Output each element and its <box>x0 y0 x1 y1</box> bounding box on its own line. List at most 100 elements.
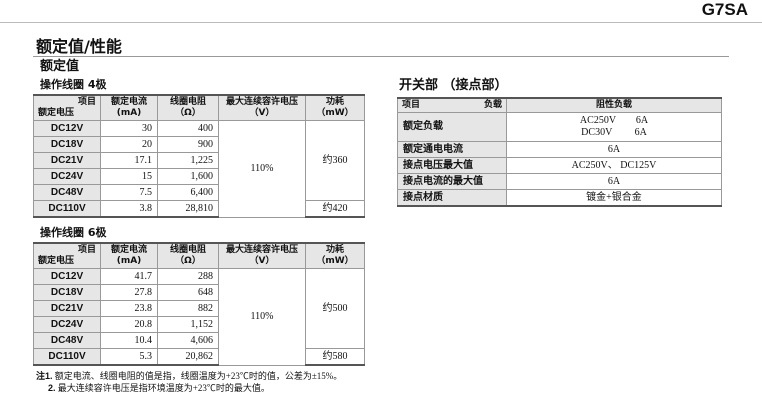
header-unit: （V） <box>249 108 275 118</box>
header-max-voltage: 最大连续容许电压 <box>225 97 298 107</box>
power-consumption: 约500 <box>305 268 365 349</box>
coil-resistance: 288 <box>157 268 219 285</box>
cell: AC250V 6A <box>579 115 649 126</box>
notes: 注1. 额定电流、线圈电阻的值是指，线圈温度为+23℃时的值，公差为±15%。 … <box>33 370 365 394</box>
rated-voltage: DC21V <box>33 152 101 169</box>
table-row: DC110V 3.8 28,810 约420 <box>33 200 365 218</box>
table-row: 接点电流的最大值 6A <box>397 173 722 190</box>
header-unit: （Ω） <box>175 108 201 118</box>
rated-voltage: DC110V <box>33 200 101 218</box>
header-unit: （Ω） <box>175 256 201 266</box>
header-resistive: 阻性负载 <box>506 97 722 113</box>
coil-resistance: 4,606 <box>157 332 219 349</box>
switch-table: 项目 负载 阻性负载 额定负载 AC250V 6A DC30V 6A 额定通电电流 6A … <box>397 97 722 207</box>
max-voltage: 110% <box>218 120 306 218</box>
coil-resistance: 400 <box>157 120 219 137</box>
rated-voltage: DC48V <box>33 332 101 349</box>
note-number: 注1. <box>36 371 53 381</box>
header-rated-voltage: 额定电压 <box>38 256 75 266</box>
rated-current: 17.1 <box>100 152 158 169</box>
coil-resistance: 20,862 <box>157 348 219 366</box>
power-consumption: 约360 <box>305 120 365 201</box>
note-number: 2. <box>48 383 56 393</box>
coil4-table: 项目 额定电压 额定电流 (mA) 线圈电阻 （Ω） 最大连续容许电压 （V） 功耗 （mW） DC… <box>33 94 365 218</box>
rated-voltage: DC12V <box>33 120 101 137</box>
table-row: 接点材质 镀金+银合金 <box>397 189 722 207</box>
row-label: 接点电流的最大值 <box>397 173 507 190</box>
table-row: DC21V 23.8 882 <box>33 300 365 317</box>
cell: 6A <box>506 141 722 158</box>
header-load: 负载 <box>483 100 502 110</box>
rated-current: 5.3 <box>100 348 158 366</box>
header-power: 功耗 <box>325 97 344 107</box>
table-row: DC48V 7.5 6,400 <box>33 184 365 201</box>
coil-resistance: 900 <box>157 136 219 153</box>
table-row: DC18V 27.8 648 <box>33 284 365 301</box>
section-title: 额定值 <box>40 59 80 74</box>
note-text: 额定电流、线圈电阻的值是指，线圈温度为+23℃时的值，公差为±15%。 <box>54 371 343 381</box>
row-label: 接点材质 <box>397 189 507 207</box>
rated-voltage: DC110V <box>33 348 101 366</box>
cell: 6A <box>506 173 722 190</box>
model-name: G7SA <box>701 0 748 19</box>
cell: DC30V 6A <box>581 127 647 138</box>
power-consumption: 约420 <box>305 200 365 218</box>
rated-current: 7.5 <box>100 184 158 201</box>
coil-resistance: 6,400 <box>157 184 219 201</box>
rated-current: 30 <box>100 120 158 137</box>
header-current: 额定电流 <box>110 97 147 107</box>
cell: 镀金+银合金 <box>506 189 722 207</box>
rated-current: 41.7 <box>100 268 158 285</box>
table-row: DC18V 20 900 <box>33 136 365 153</box>
rated-voltage: DC12V <box>33 268 101 285</box>
rated-current: 27.8 <box>100 284 158 301</box>
header-power: 功耗 <box>325 245 344 255</box>
coil-resistance: 882 <box>157 300 219 317</box>
switch-title: 开关部 （接点部） <box>399 78 508 93</box>
header-unit: （mW） <box>316 108 354 118</box>
table-row: DC12V 41.7 288 110% 约500 <box>33 268 365 366</box>
coil6-title: 操作线圈 6极 <box>40 226 107 239</box>
divider <box>0 22 762 23</box>
rated-current: 23.8 <box>100 300 158 317</box>
rated-current: 15 <box>100 168 158 185</box>
rated-voltage: DC24V <box>33 168 101 185</box>
power-consumption: 约580 <box>305 348 365 366</box>
header-unit: (mA) <box>116 256 142 266</box>
rated-current: 20.8 <box>100 316 158 333</box>
header-item: 项目 <box>402 100 421 110</box>
row-label: 额定负载 <box>397 112 507 142</box>
header-max-voltage: 最大连续容许电压 <box>225 245 298 255</box>
header-resistance: 线圈电阻 <box>169 245 206 255</box>
coil-resistance: 1,600 <box>157 168 219 185</box>
coil-ratings-column: 额定值 操作线圈 4极 项目 额定电压 额定电流 (mA) 线圈电阻 （Ω） 最大连续容许电… <box>33 59 365 394</box>
rated-current: 20 <box>100 136 158 153</box>
header-unit: (mA) <box>116 108 142 118</box>
header-unit: （mW） <box>316 256 354 266</box>
note-2: 2. 最大连续容许电压是指环境温度为+23℃时的最大值。 <box>36 382 365 394</box>
page-title: 额定值/性能 <box>36 37 122 56</box>
coil4-title: 操作线圈 4极 <box>40 78 107 91</box>
rated-voltage: DC18V <box>33 284 101 301</box>
rated-voltage: DC48V <box>33 184 101 201</box>
note-text: 最大连续容许电压是指环境温度为+23℃时的最大值。 <box>57 383 270 393</box>
table-row: DC48V 10.4 4,606 <box>33 332 365 349</box>
max-voltage: 110% <box>218 268 306 366</box>
row-label: 额定通电电流 <box>397 141 507 158</box>
table-row: DC12V 30 400 110% 约360 <box>33 120 365 218</box>
coil-resistance: 28,810 <box>157 200 219 218</box>
coil-resistance: 648 <box>157 284 219 301</box>
table-row: 额定通电电流 6A <box>397 141 722 158</box>
divider <box>33 56 729 57</box>
header-rated-voltage: 额定电压 <box>38 108 75 118</box>
rated-voltage: DC24V <box>33 316 101 333</box>
row-label: 接点电压最大值 <box>397 157 507 174</box>
cell: AC250V、 DC125V <box>506 157 722 174</box>
header-current: 额定电流 <box>110 245 147 255</box>
note-1: 注1. 额定电流、线圈电阻的值是指，线圈温度为+23℃时的值，公差为±15%。 <box>36 370 365 382</box>
coil-resistance: 1,152 <box>157 316 219 333</box>
header-item: 项目 <box>77 97 96 107</box>
rated-voltage: DC21V <box>33 300 101 317</box>
header-item: 项目 <box>77 245 96 255</box>
table-row: 接点电压最大值 AC250V、 DC125V <box>397 157 722 174</box>
